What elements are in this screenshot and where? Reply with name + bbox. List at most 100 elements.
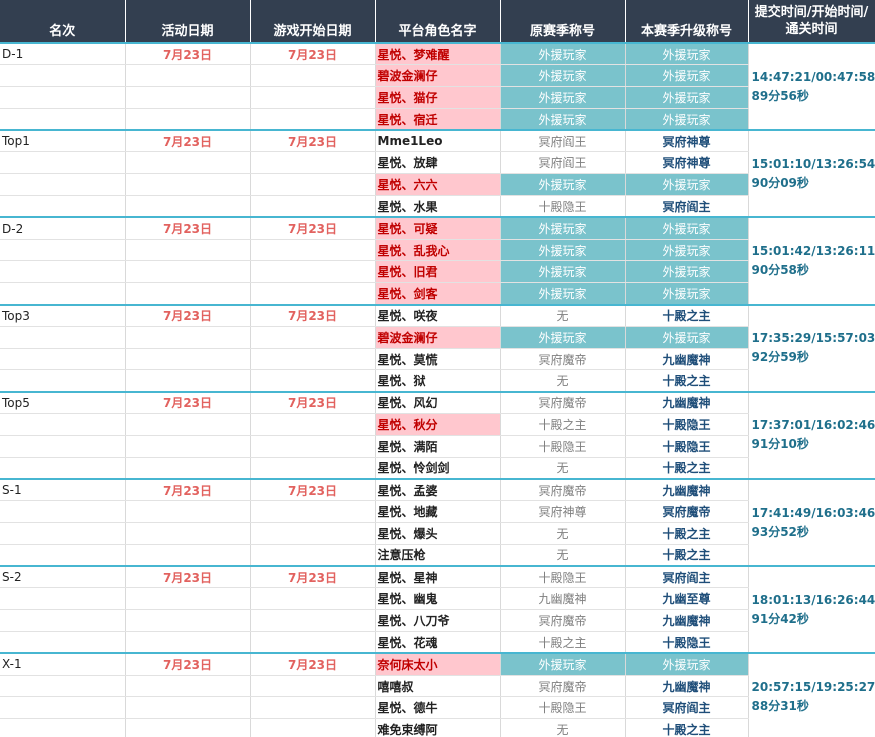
player-name-cell[interactable]: 星悦、六六 (375, 173, 501, 197)
activity-date-cell[interactable] (125, 173, 251, 197)
start-date-cell[interactable]: 7月23日 (250, 652, 376, 676)
rank-cell[interactable] (0, 587, 126, 611)
activity-date-cell[interactable] (125, 435, 251, 458)
activity-date-cell[interactable] (125, 151, 251, 175)
start-date-cell[interactable] (250, 86, 376, 109)
activity-date-cell[interactable] (125, 282, 251, 306)
rank-cell[interactable] (0, 675, 126, 698)
start-date-cell[interactable] (250, 173, 376, 197)
rank-cell[interactable]: Top5 (0, 390, 126, 415)
activity-date-cell[interactable] (125, 696, 251, 720)
start-date-cell[interactable]: 7月23日 (250, 477, 376, 502)
upgrade-title-cell[interactable]: 冥府阎主 (625, 565, 749, 589)
rank-cell[interactable] (0, 413, 126, 436)
upgrade-title-cell[interactable]: 冥府阎主 (625, 696, 749, 720)
player-name-cell[interactable]: 难免束缚阿 (375, 718, 501, 737)
upgrade-title-cell[interactable]: 冥府神尊 (625, 129, 749, 153)
activity-date-cell[interactable] (125, 86, 251, 109)
upgrade-title-cell[interactable]: 外援玩家 (625, 173, 749, 197)
upgrade-title-cell[interactable]: 外援玩家 (625, 260, 749, 284)
rank-cell[interactable] (0, 544, 126, 567)
start-date-cell[interactable] (250, 522, 376, 545)
player-name-cell[interactable]: 星悦、满陌 (375, 435, 501, 458)
start-date-cell[interactable]: 7月23日 (250, 216, 376, 240)
original-title-cell[interactable]: 十殿隐王 (500, 195, 626, 218)
time-cell[interactable]: 15:01:10/13:26:54 90分09秒 (748, 129, 875, 218)
rank-cell[interactable] (0, 369, 126, 393)
player-name-cell[interactable]: 星悦、德牛 (375, 696, 501, 720)
rank-cell[interactable] (0, 151, 126, 175)
original-title-cell[interactable]: 外援玩家 (500, 216, 626, 240)
start-date-cell[interactable] (250, 260, 376, 284)
original-title-cell[interactable]: 冥府魔帝 (500, 675, 626, 698)
upgrade-title-cell[interactable]: 外援玩家 (625, 282, 749, 306)
player-name-cell[interactable]: 星悦、剑客 (375, 282, 501, 306)
upgrade-title-cell[interactable]: 外援玩家 (625, 239, 749, 262)
player-name-cell[interactable]: 奈何床太小 (375, 652, 501, 676)
upgrade-title-cell[interactable]: 十殿隐王 (625, 631, 749, 654)
original-title-cell[interactable]: 冥府魔帝 (500, 477, 626, 502)
start-date-cell[interactable] (250, 587, 376, 611)
upgrade-title-cell[interactable]: 冥府阎主 (625, 195, 749, 218)
upgrade-title-cell[interactable]: 九幽至尊 (625, 587, 749, 611)
start-date-cell[interactable] (250, 500, 376, 524)
upgrade-title-cell[interactable]: 十殿之主 (625, 544, 749, 567)
original-title-cell[interactable]: 外援玩家 (500, 86, 626, 109)
player-name-cell[interactable]: 星悦、放肆 (375, 151, 501, 175)
time-cell[interactable]: 14:47:21/00:47:58 89分56秒 (748, 41, 875, 131)
upgrade-title-cell[interactable]: 十殿隐王 (625, 435, 749, 458)
upgrade-title-cell[interactable]: 十殿之主 (625, 303, 749, 327)
start-date-cell[interactable]: 7月23日 (250, 129, 376, 153)
activity-date-cell[interactable]: 7月23日 (125, 42, 251, 66)
player-name-cell[interactable]: 星悦、怜剑剑 (375, 457, 501, 480)
original-title-cell[interactable]: 十殿隐王 (500, 696, 626, 720)
rank-cell[interactable]: Top1 (0, 129, 126, 153)
time-cell[interactable]: 17:37:01/16:02:46 91分10秒 (748, 390, 875, 480)
rank-cell[interactable] (0, 696, 126, 720)
activity-date-cell[interactable] (125, 108, 251, 131)
upgrade-title-cell[interactable]: 九幽魔神 (625, 675, 749, 698)
original-title-cell[interactable]: 外援玩家 (500, 326, 626, 349)
player-name-cell[interactable]: 星悦、八刀爷 (375, 609, 501, 633)
start-date-cell[interactable] (250, 435, 376, 458)
time-cell[interactable]: 17:41:49/16:03:46 93分52秒 (748, 477, 875, 567)
start-date-cell[interactable]: 7月23日 (250, 303, 376, 327)
player-name-cell[interactable]: 星悦、梦难醒 (375, 42, 501, 66)
rank-cell[interactable]: S-1 (0, 477, 126, 502)
start-date-cell[interactable] (250, 348, 376, 371)
original-title-cell[interactable]: 无 (500, 522, 626, 545)
original-title-cell[interactable]: 外援玩家 (500, 652, 626, 676)
activity-date-cell[interactable] (125, 195, 251, 218)
rank-cell[interactable] (0, 435, 126, 458)
start-date-cell[interactable] (250, 609, 376, 633)
activity-date-cell[interactable] (125, 718, 251, 737)
rank-cell[interactable] (0, 348, 126, 371)
upgrade-title-cell[interactable]: 外援玩家 (625, 42, 749, 66)
original-title-cell[interactable]: 外援玩家 (500, 64, 626, 88)
activity-date-cell[interactable]: 7月23日 (125, 477, 251, 502)
original-title-cell[interactable]: 十殿之主 (500, 413, 626, 436)
rank-cell[interactable] (0, 173, 126, 197)
rank-cell[interactable] (0, 500, 126, 524)
upgrade-title-cell[interactable]: 十殿隐王 (625, 413, 749, 436)
player-name-cell[interactable]: 星悦、幽鬼 (375, 587, 501, 611)
rank-cell[interactable] (0, 631, 126, 654)
start-date-cell[interactable] (250, 151, 376, 175)
activity-date-cell[interactable]: 7月23日 (125, 216, 251, 240)
original-title-cell[interactable]: 无 (500, 457, 626, 480)
rank-cell[interactable] (0, 522, 126, 545)
original-title-cell[interactable]: 九幽魔神 (500, 587, 626, 611)
start-date-cell[interactable] (250, 282, 376, 306)
activity-date-cell[interactable] (125, 348, 251, 371)
upgrade-title-cell[interactable]: 十殿之主 (625, 522, 749, 545)
original-title-cell[interactable]: 无 (500, 369, 626, 393)
start-date-cell[interactable] (250, 64, 376, 88)
original-title-cell[interactable]: 外援玩家 (500, 239, 626, 262)
original-title-cell[interactable]: 十殿之主 (500, 631, 626, 654)
player-name-cell[interactable]: 星悦、水果 (375, 195, 501, 218)
activity-date-cell[interactable] (125, 413, 251, 436)
activity-date-cell[interactable] (125, 64, 251, 88)
rank-cell[interactable] (0, 64, 126, 88)
original-title-cell[interactable]: 冥府魔帝 (500, 609, 626, 633)
original-title-cell[interactable]: 外援玩家 (500, 173, 626, 197)
